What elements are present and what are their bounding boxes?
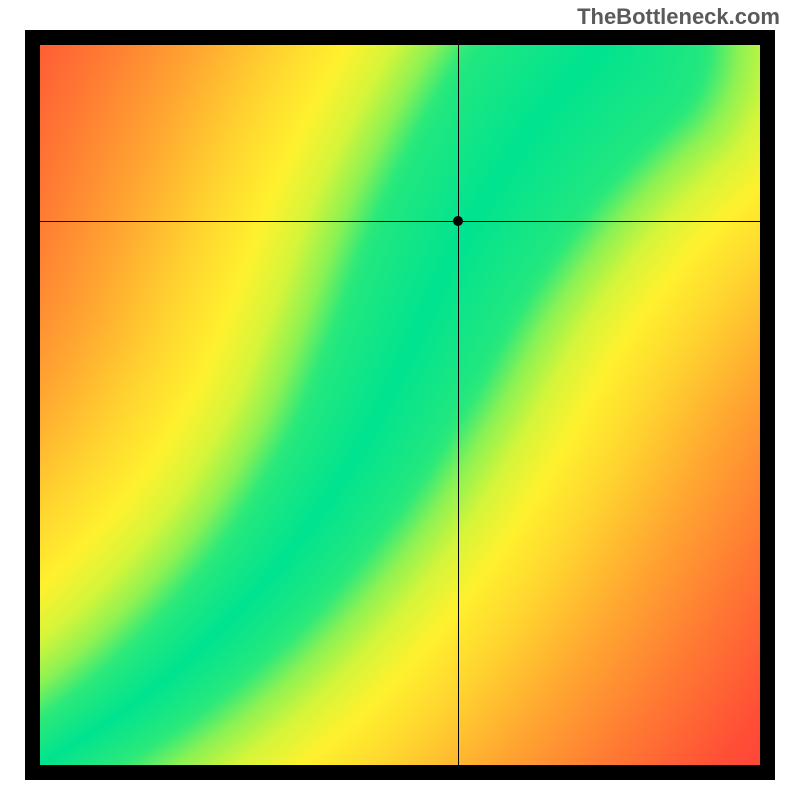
plot-area (40, 45, 760, 765)
crosshair-marker-dot (453, 216, 463, 226)
watermark-text: TheBottleneck.com (577, 4, 780, 30)
root-container: TheBottleneck.com (0, 0, 800, 800)
chart-frame (25, 30, 775, 780)
crosshair-horizontal (40, 221, 760, 222)
heatmap-canvas (40, 45, 760, 765)
crosshair-vertical (458, 45, 459, 765)
